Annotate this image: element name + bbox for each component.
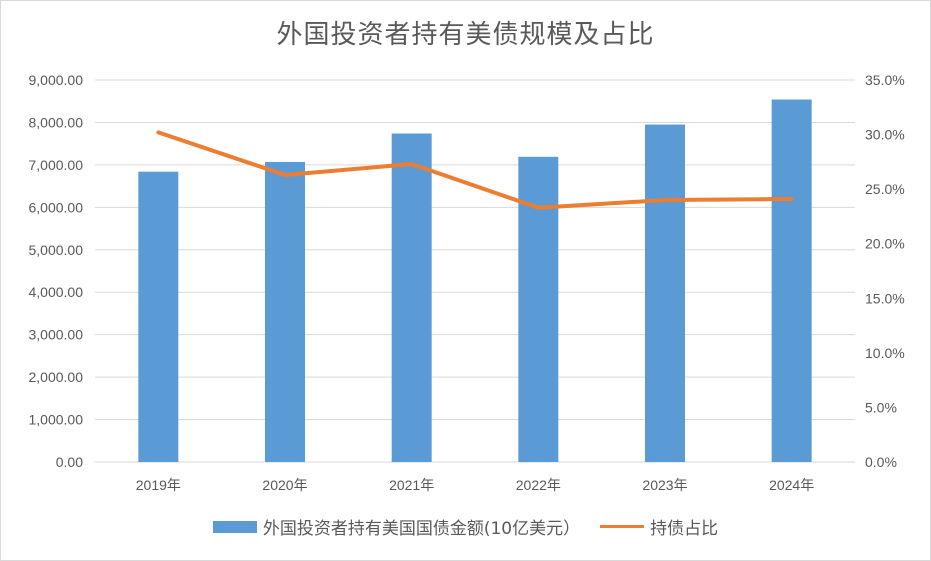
legend-item-bar: 外国投资者持有美国国债金额(10亿美元）: [212, 514, 581, 539]
legend-label-bar: 外国投资者持有美国国债金额(10亿美元）: [262, 519, 581, 539]
y-right-tick-label: 0.0%: [865, 454, 897, 470]
y-left-tick-label: 8,000.00: [29, 114, 84, 130]
y-right-tick-label: 35.0%: [865, 72, 905, 88]
x-tick-label: 2020年: [262, 477, 307, 493]
bar: [138, 171, 179, 462]
bar: [391, 133, 432, 463]
y-left-tick-label: 3,000.00: [29, 327, 84, 343]
bar: [771, 99, 812, 462]
x-tick-label: 2019年: [136, 477, 181, 493]
y-right-tick-label: 5.0%: [865, 399, 897, 415]
line-point: [536, 206, 540, 210]
y-left-tick-label: 5,000.00: [29, 242, 84, 258]
legend-label-line: 持债占比: [650, 519, 719, 539]
line-point: [790, 197, 794, 201]
legend-swatch-line: [600, 525, 645, 528]
bar: [645, 124, 685, 463]
line-point: [663, 198, 667, 202]
legend-swatch-bar: [212, 520, 257, 533]
legend-item-line: 持债占比: [600, 514, 718, 539]
y-right-tick-label: 15.0%: [865, 290, 905, 306]
line-point: [156, 130, 160, 134]
y-left-tick-label: 9,000.00: [29, 72, 84, 88]
y-right-tick-label: 25.0%: [865, 181, 905, 197]
chart-title: 外国投资者持有美债规模及占比: [276, 20, 655, 50]
line-series: [156, 130, 794, 210]
y-right-tick-label: 20.0%: [865, 236, 905, 252]
line-point: [283, 173, 287, 177]
bar: [265, 161, 305, 462]
y-left-tick-label: 2,000.00: [29, 369, 84, 385]
x-tick-label: 2021年: [389, 477, 434, 493]
y-left-tick-label: 1,000.00: [29, 412, 84, 428]
x-tick-label: 2023年: [642, 477, 687, 493]
y-right-tick-label: 10.0%: [865, 345, 905, 361]
y-left-tick-label: 6,000.00: [29, 199, 84, 215]
line-point: [410, 162, 414, 166]
y-right-tick-label: 30.0%: [865, 127, 905, 143]
y-left-tick-label: 0.00: [56, 454, 83, 470]
y-left-tick-label: 4,000.00: [29, 284, 84, 300]
chart-legend: 外国投资者持有美国国债金额(10亿美元） 持债占比: [0, 514, 931, 539]
x-tick-label: 2024年: [769, 477, 814, 493]
x-tick-label: 2022年: [516, 477, 561, 493]
y-left-tick-label: 7,000.00: [29, 157, 84, 173]
